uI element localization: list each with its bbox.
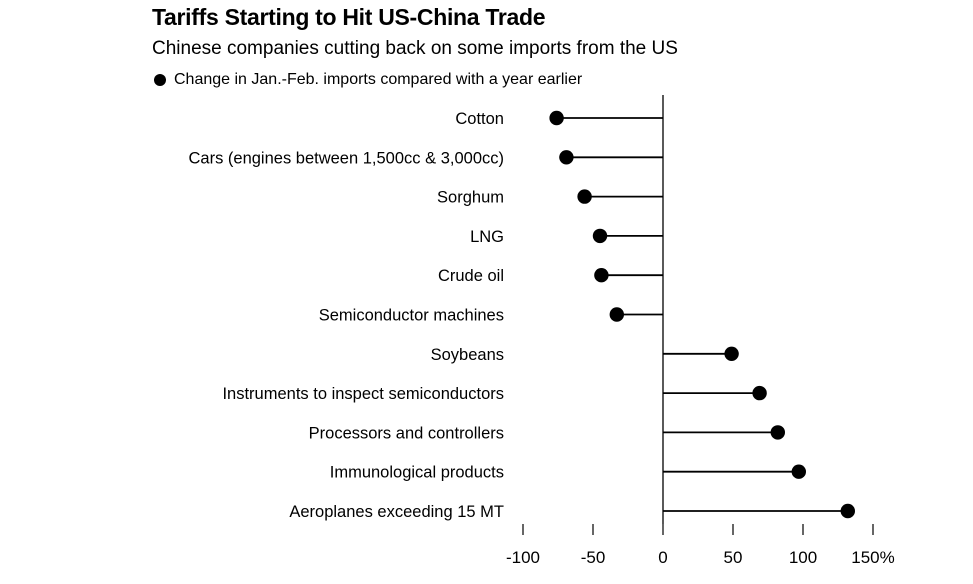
x-tick-label: -100 [506, 548, 540, 567]
data-point [594, 268, 609, 283]
data-point [724, 346, 739, 361]
data-point [609, 307, 624, 322]
category-label: Sorghum [437, 189, 504, 207]
legend-dot-icon [154, 74, 166, 86]
x-tick-label: 0 [658, 548, 667, 567]
data-point [559, 150, 574, 165]
category-label: LNG [470, 228, 504, 246]
category-label: Cotton [455, 110, 504, 128]
data-point [770, 425, 785, 440]
data-point [840, 503, 855, 519]
legend: Change in Jan.-Feb. imports compared wit… [152, 71, 582, 89]
data-point [791, 464, 806, 479]
category-label: Soybeans [431, 346, 504, 364]
category-label: Aeroplanes exceeding 15 MT [289, 503, 504, 521]
x-tick-label: -50 [581, 548, 606, 567]
data-point [577, 189, 592, 204]
category-label: Instruments to inspect semiconductors [222, 385, 504, 403]
data-point [592, 228, 608, 244]
category-label: Processors and controllers [309, 424, 504, 442]
x-tick-label: 50 [724, 548, 743, 567]
data-point [752, 385, 767, 401]
category-label: Cars (engines between 1,500cc & 3,000cc) [188, 149, 504, 167]
category-label: Semiconductor machines [319, 307, 504, 325]
category-label: Immunological products [330, 464, 504, 482]
chart-title: Tariffs Starting to Hit US-China Trade [152, 4, 546, 30]
legend-label: Change in Jan.-Feb. imports compared wit… [174, 71, 583, 88]
category-label: Crude oil [438, 267, 504, 285]
chart-subtitle: Chinese companies cutting back on some i… [152, 38, 678, 59]
x-tick-label: 150% [851, 548, 894, 567]
data-point [549, 110, 564, 126]
x-tick-label: 100 [789, 548, 817, 567]
